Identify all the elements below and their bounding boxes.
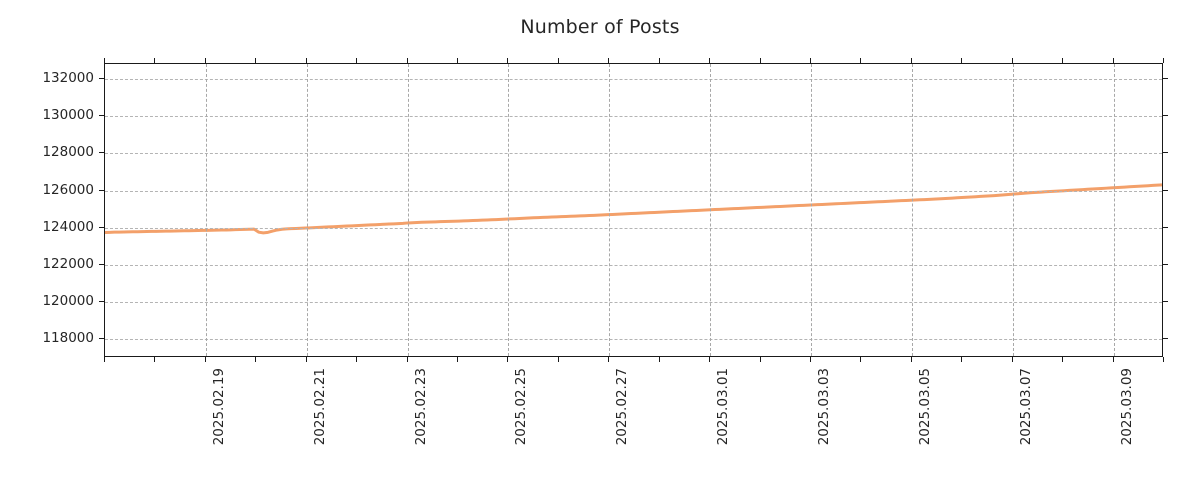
- gridline-vertical: [811, 64, 812, 356]
- x-axis-tick-mark: [759, 357, 761, 362]
- y-axis-tick-label: 128000: [42, 144, 94, 161]
- y-axis-tick-label: 118000: [42, 330, 94, 347]
- series-line-number-of-posts: [105, 64, 1162, 356]
- data-line: [105, 185, 1162, 233]
- page-title: Number of Posts: [520, 16, 680, 38]
- gridline-vertical: [710, 64, 712, 356]
- y-axis-tick-mark: [1163, 338, 1168, 340]
- gridline-vertical: [609, 64, 611, 356]
- gridline-vertical: [205, 64, 207, 356]
- gridline-horizontal: [105, 302, 1162, 304]
- x-axis-tick-mark: [1112, 357, 1114, 362]
- x-axis-tick-mark: [104, 357, 105, 362]
- gridline-vertical: [911, 64, 913, 356]
- x-axis-tick-mark: [305, 357, 307, 362]
- x-axis-tick-label: 2025.03.05: [916, 368, 933, 446]
- x-axis-tick-label: 2025.02.27: [614, 368, 631, 446]
- x-axis-tick-label: 2025.02.21: [311, 368, 328, 446]
- gridline-vertical: [508, 64, 510, 356]
- gridline-horizontal: [105, 190, 1162, 192]
- y-axis-tick-mark: [1163, 115, 1168, 117]
- x-axis-tick-mark: [406, 357, 408, 362]
- x-axis-tick-mark: [507, 357, 509, 362]
- y-axis-tick-label: 124000: [42, 218, 94, 235]
- y-axis-tick-mark: [1163, 301, 1168, 303]
- x-axis-tick-label: 2025.02.25: [513, 368, 530, 446]
- gridline-horizontal: [105, 339, 1162, 341]
- x-axis-tick-mark: [658, 357, 660, 362]
- gridline-vertical: [1012, 64, 1014, 356]
- x-axis-tick-label: 2025.03.03: [816, 368, 832, 446]
- x-axis-tick-mark: [204, 357, 206, 362]
- x-axis-tick-label: 2025.03.07: [1017, 368, 1034, 446]
- x-axis-tick-mark: [557, 357, 559, 362]
- gridline-vertical: [407, 64, 409, 356]
- x-axis-tick-mark: [356, 357, 358, 362]
- gridline-horizontal: [105, 116, 1162, 118]
- x-axis-tick-label: 2025.02.19: [210, 368, 227, 446]
- x-axis-tick-mark: [255, 357, 257, 362]
- x-axis-tick-mark: [910, 357, 912, 362]
- x-axis-tick-mark: [1163, 357, 1164, 362]
- gridline-horizontal: [105, 264, 1162, 266]
- x-axis-tick-mark: [961, 357, 963, 362]
- y-axis-tick-label: 132000: [42, 69, 94, 86]
- y-axis-tick-mark: [1163, 189, 1168, 191]
- y-axis-tick-label: 122000: [42, 255, 94, 272]
- x-axis-tick-mark: [608, 357, 610, 362]
- x-axis-tick-label: 2025.03.09: [1118, 368, 1135, 446]
- x-axis-tick-mark: [1011, 357, 1013, 362]
- x-axis-tick-mark: [154, 357, 156, 362]
- x-axis-tick-mark: [1163, 58, 1164, 63]
- x-axis-tick-mark: [1062, 357, 1064, 362]
- x-axis-tick-labels: 2025.02.19 2025.02.21 2025.02.23 2025.02.25…: [0, 368, 1200, 500]
- gridline-horizontal: [105, 153, 1162, 155]
- y-axis-tick-labels: 118000 120000 122000 124000 126000 128000 1300…: [0, 0, 94, 500]
- y-axis-tick-mark: [1163, 226, 1168, 228]
- x-axis-tick-label: 2025.03.01: [715, 368, 732, 446]
- x-axis-tick-mark: [810, 357, 811, 362]
- y-axis-tick-label: 120000: [42, 293, 94, 310]
- gridline-vertical: [306, 64, 308, 356]
- y-axis-tick-mark: [1163, 263, 1168, 265]
- x-axis-tick-mark: [457, 357, 458, 362]
- y-axis-tick-mark: [1163, 152, 1168, 154]
- y-axis-tick-label: 130000: [42, 107, 94, 124]
- y-axis-tick-mark: [1163, 77, 1168, 79]
- gridline-horizontal: [105, 227, 1162, 229]
- x-axis-tick-mark: [709, 357, 711, 362]
- plot-area: [104, 63, 1163, 357]
- x-axis-tick-mark: [860, 357, 862, 362]
- gridline-horizontal: [105, 78, 1162, 80]
- y-axis-tick-label: 126000: [42, 181, 94, 198]
- x-axis-tick-label: 2025.02.23: [412, 368, 429, 446]
- gridline-vertical: [1113, 64, 1115, 356]
